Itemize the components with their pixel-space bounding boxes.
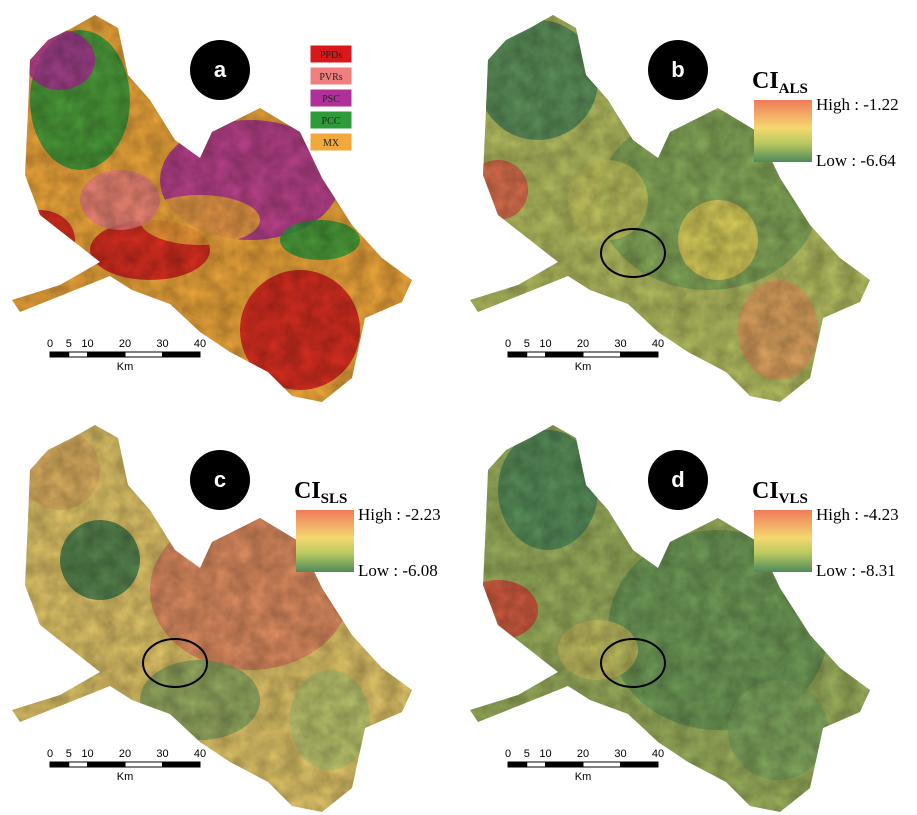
- scale-tick-label: 30: [614, 338, 626, 350]
- legend-low: Low : -6.08: [358, 561, 438, 580]
- scale-segment: [527, 762, 546, 767]
- map-panel: b CIALS High : -1.22 Low : -6.64 0 5 10 20 30 40 K…: [458, 0, 916, 410]
- scale-unit: Km: [117, 361, 134, 373]
- scale-segment: [527, 352, 546, 357]
- scale-segment: [163, 352, 201, 357]
- scale-tick-label: 20: [119, 748, 131, 760]
- scale-tick-label: 40: [194, 748, 206, 760]
- scale-tick-label: 40: [652, 338, 664, 350]
- scale-tick-label: 10: [539, 338, 551, 350]
- map-panel: d CIVLS High : -4.23 Low : -8.31 0 5 10 20 30 40 K…: [458, 410, 916, 815]
- legend-label: PPDs: [320, 50, 342, 61]
- scale-tick-label: 5: [524, 338, 530, 350]
- scale-tick-label: 20: [577, 338, 589, 350]
- legend-title: CISLS: [294, 478, 347, 507]
- legend-high: High : -4.23: [816, 505, 899, 524]
- scale-unit: Km: [575, 361, 592, 373]
- scale-segment: [583, 762, 621, 767]
- panel-label: d: [671, 467, 684, 492]
- scale-segment: [621, 762, 659, 767]
- scale-segment: [50, 762, 69, 767]
- legend-label: PCC: [322, 116, 341, 127]
- map-panel: a PPDs PVRs PSC PCC MX 0 5 10 20 30 40 Km: [0, 0, 458, 410]
- figure: a PPDs PVRs PSC PCC MX 0 5 10 20 30 40 Km b CIALS High …: [0, 0, 917, 815]
- scale-tick-label: 30: [156, 338, 168, 350]
- legend-low: Low : -8.31: [816, 561, 896, 580]
- panel-label: c: [214, 467, 226, 492]
- scale-tick-label: 0: [47, 338, 53, 350]
- scale-tick-label: 20: [119, 338, 131, 350]
- panel-label: b: [671, 57, 684, 82]
- scale-segment: [508, 352, 527, 357]
- scale-segment: [88, 762, 126, 767]
- scale-segment: [546, 352, 584, 357]
- scale-tick-label: 30: [614, 748, 626, 760]
- legend-high: High : -1.22: [816, 95, 899, 114]
- legend-ramp: [754, 100, 812, 162]
- scale-tick-label: 40: [652, 748, 664, 760]
- scale-segment: [69, 762, 88, 767]
- legend-label: PVRs: [319, 72, 342, 83]
- scale-segment: [125, 762, 163, 767]
- legend-high: High : -2.23: [358, 505, 441, 524]
- panel-label: a: [214, 57, 227, 82]
- legend-ramp: [754, 510, 812, 572]
- scale-segment: [125, 352, 163, 357]
- scale-tick-label: 20: [577, 748, 589, 760]
- scale-tick-label: 5: [524, 748, 530, 760]
- scale-segment: [546, 762, 584, 767]
- scale-tick-label: 10: [81, 338, 93, 350]
- scale-segment: [583, 352, 621, 357]
- scale-unit: Km: [575, 771, 592, 783]
- legend-subscript: SLS: [321, 491, 348, 507]
- scale-segment: [69, 352, 88, 357]
- legend-subscript: ALS: [779, 81, 808, 97]
- scale-tick-label: 5: [66, 748, 72, 760]
- scale-segment: [621, 352, 659, 357]
- scale-segment: [163, 762, 201, 767]
- scale-tick-label: 0: [505, 748, 511, 760]
- legend-label: MX: [323, 138, 340, 149]
- scale-tick-label: 40: [194, 338, 206, 350]
- legend-label: PSC: [322, 94, 340, 105]
- scale-unit: Km: [117, 771, 134, 783]
- legend-title: CIALS: [752, 68, 808, 97]
- scale-tick-label: 5: [66, 338, 72, 350]
- map-panel: c CISLS High : -2.23 Low : -6.08 0 5 10 20 30 40 K…: [0, 410, 458, 815]
- legend-title: CIVLS: [752, 478, 808, 507]
- scale-tick-label: 0: [47, 748, 53, 760]
- scale-tick-label: 10: [539, 748, 551, 760]
- scale-segment: [50, 352, 69, 357]
- scale-segment: [88, 352, 126, 357]
- legend-low: Low : -6.64: [816, 151, 896, 170]
- scale-segment: [508, 762, 527, 767]
- scale-tick-label: 10: [81, 748, 93, 760]
- scale-tick-label: 30: [156, 748, 168, 760]
- scale-tick-label: 0: [505, 338, 511, 350]
- legend-subscript: VLS: [779, 491, 808, 507]
- legend-ramp: [296, 510, 354, 572]
